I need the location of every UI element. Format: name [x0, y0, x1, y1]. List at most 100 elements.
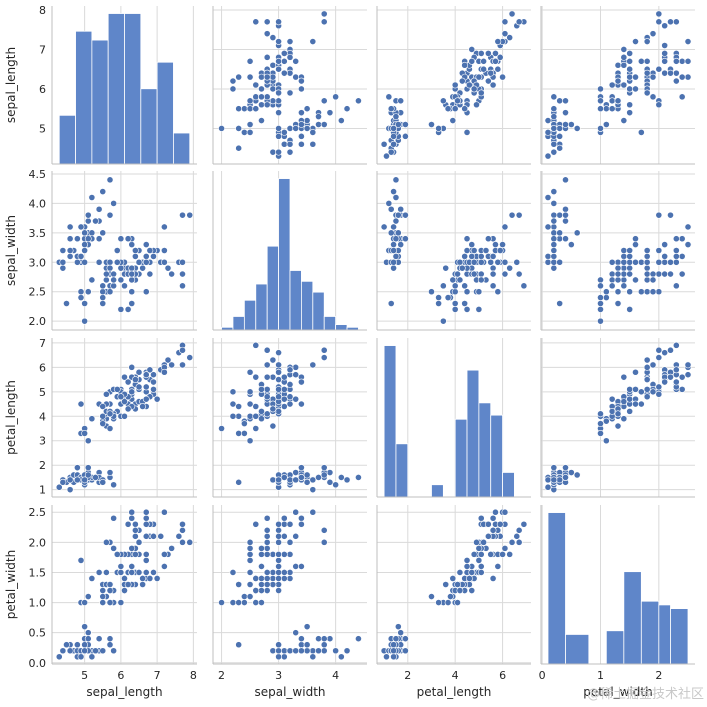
scatter-point [626, 73, 634, 81]
scatter-point [461, 300, 469, 307]
scatter-point [275, 653, 282, 661]
scatter-point [121, 412, 128, 420]
scatter-point [573, 229, 581, 237]
scatter-point [280, 50, 288, 57]
scatter-point [258, 385, 265, 393]
scatter-point [475, 557, 483, 564]
scatter-point [643, 385, 651, 393]
scatter-point [484, 520, 492, 528]
scatter-point [153, 575, 161, 582]
scatter-point [292, 363, 300, 371]
hist-bar [383, 345, 397, 498]
scatter-point [280, 514, 288, 522]
scatter-point [449, 276, 457, 284]
scatter-point [550, 199, 558, 207]
scatter-point [480, 57, 488, 65]
scatter-point [246, 569, 254, 576]
scatter-point [667, 211, 674, 219]
scatter-point [661, 57, 669, 65]
scatter-point [263, 93, 271, 101]
scatter-point [499, 73, 506, 81]
x-tick-label: 1 [597, 669, 604, 682]
scatter-point [392, 235, 400, 243]
scatter-point [620, 282, 628, 290]
scatter-point [303, 623, 311, 631]
scatter-point [229, 388, 237, 396]
scatter-point [286, 476, 294, 484]
scatter-point [392, 252, 400, 260]
scatter-point [390, 264, 397, 272]
scatter-point [106, 635, 114, 643]
scatter-point [428, 288, 435, 296]
scatter-point [292, 647, 300, 655]
scatter-point [380, 223, 388, 231]
scatter-point [489, 575, 497, 582]
scatter-point [142, 258, 150, 266]
scatter-point [59, 478, 67, 486]
scatter-point [263, 30, 271, 38]
scatter-point [501, 508, 509, 516]
scatter-point [263, 538, 271, 546]
scatter-point [439, 317, 447, 325]
scatter-point [428, 593, 435, 600]
scatter-point [263, 385, 271, 393]
scatter-point [258, 117, 265, 124]
scatter-point [620, 270, 628, 278]
scatter-point [179, 346, 186, 354]
scatter-point [496, 247, 504, 254]
scatter-point [475, 73, 483, 81]
scatter-point [451, 282, 459, 290]
scatter-point [303, 478, 311, 486]
scatter-point [59, 247, 67, 254]
scatter-point [121, 373, 128, 381]
scatter-point [661, 258, 669, 266]
scatter-point [489, 282, 497, 290]
scatter-point [179, 520, 186, 528]
scatter-point [556, 211, 564, 219]
scatter-point [275, 97, 282, 105]
scatter-point [470, 550, 478, 558]
scatter-point [84, 471, 92, 479]
scatter-point [442, 581, 450, 588]
scatter-point [626, 258, 634, 266]
scatter-point [544, 117, 552, 124]
scatter-point [454, 599, 461, 606]
scatter-point [385, 93, 393, 101]
scatter-point [298, 647, 305, 655]
scatter-point [275, 538, 282, 546]
scatter-point [84, 593, 92, 600]
scatter-point [95, 635, 103, 643]
scatter-point [608, 97, 616, 105]
scatter-point [326, 109, 334, 117]
scatter-point [383, 152, 390, 160]
scatter-point [390, 247, 397, 254]
scatter-point [597, 300, 604, 307]
scatter-point [88, 415, 96, 423]
scatter-point [550, 264, 558, 272]
scatter-point [626, 85, 634, 93]
scatter-point [106, 599, 114, 606]
scatter-point [99, 294, 107, 302]
scatter-point [263, 373, 271, 381]
scatter-point [684, 361, 692, 369]
scatter-point [649, 288, 657, 296]
scatter-point [402, 121, 409, 128]
scatter-point [337, 117, 345, 124]
scatter-point [315, 113, 322, 120]
scatter-point [643, 270, 651, 278]
scatter-point [390, 647, 397, 655]
scatter-point [562, 235, 569, 243]
scatter-point [447, 593, 454, 600]
scatter-point [556, 125, 564, 132]
scatter-point [135, 538, 143, 546]
scatter-point [128, 388, 136, 396]
scatter-point [150, 252, 157, 260]
scatter-point [102, 538, 110, 546]
scatter-point [73, 464, 81, 472]
scatter-point [121, 282, 128, 290]
scatter-point [280, 57, 288, 65]
scatter-point [550, 258, 558, 266]
scatter-point [343, 647, 351, 655]
scatter-point [506, 550, 514, 558]
scatter-point [620, 61, 628, 69]
